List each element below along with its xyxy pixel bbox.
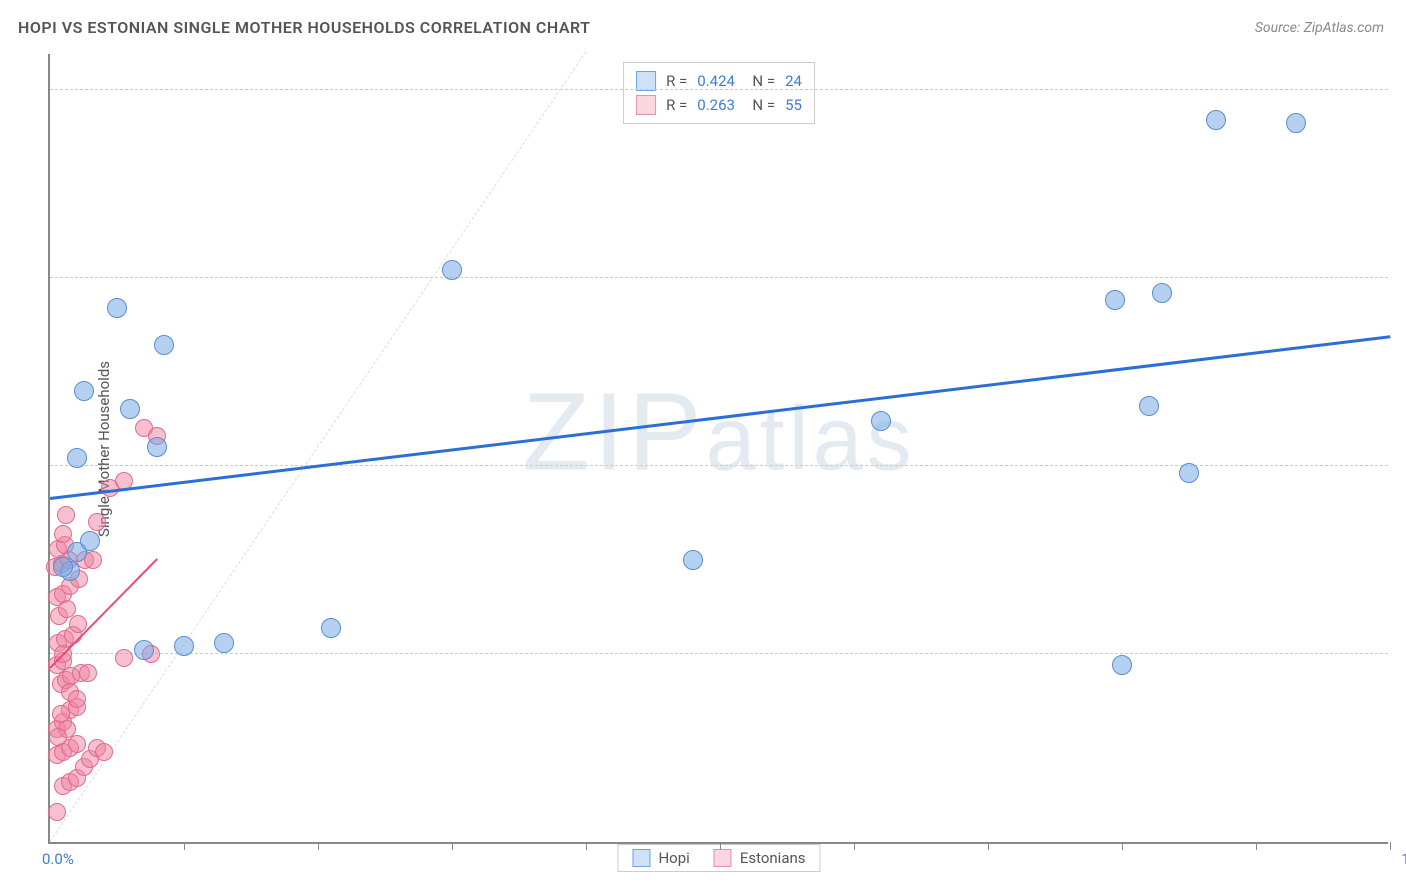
x-tick (1122, 842, 1123, 850)
scatter-point-hopi (683, 550, 703, 570)
scatter-point-hopi (53, 557, 73, 577)
gridline-h (50, 89, 1388, 90)
chart-title: HOPI VS ESTONIAN SINGLE MOTHER HOUSEHOLD… (18, 18, 591, 37)
scatter-point-estonians (68, 735, 86, 753)
x-tick (1256, 842, 1257, 850)
legend-item-estonians: Estonians (714, 849, 806, 867)
scatter-point-estonians (88, 513, 106, 531)
scatter-point-hopi (67, 448, 87, 468)
x-tick (318, 842, 319, 850)
legend-item-hopi: Hopi (632, 849, 689, 867)
scatter-point-hopi (1152, 283, 1172, 303)
scatter-point-hopi (1179, 463, 1199, 483)
estonians-r-value: 0.263 (697, 96, 735, 114)
scatter-point-estonians (54, 525, 72, 543)
x-axis-min-label: 0.0% (42, 850, 74, 868)
legend-swatch-estonians-icon (714, 849, 732, 867)
scatter-point-hopi (871, 411, 891, 431)
x-tick (720, 842, 721, 850)
scatter-point-estonians (95, 743, 113, 761)
scatter-point-hopi (1206, 110, 1226, 130)
x-tick (1390, 842, 1391, 850)
legend-swatch-estonians (636, 95, 656, 115)
plot-container: Single Mother Households ZIPatlas R = 0.… (48, 54, 1388, 844)
scatter-point-estonians (48, 803, 66, 821)
scatter-point-hopi (174, 636, 194, 656)
x-tick (988, 842, 989, 850)
scatter-point-estonians (57, 506, 75, 524)
diagonal-guide (50, 51, 587, 842)
legend-label-hopi: Hopi (658, 849, 689, 867)
scatter-point-hopi (442, 260, 462, 280)
scatter-point-estonians (115, 649, 133, 667)
scatter-point-hopi (1286, 113, 1306, 133)
x-tick (854, 842, 855, 850)
scatter-point-hopi (80, 531, 100, 551)
x-tick (586, 842, 587, 850)
x-tick (184, 842, 185, 850)
scatter-point-hopi (1112, 655, 1132, 675)
scatter-point-hopi (134, 640, 154, 660)
scatter-point-hopi (147, 437, 167, 457)
scatter-point-hopi (321, 618, 341, 638)
x-axis-max-label: 100.0% (1401, 850, 1406, 868)
scatter-point-estonians (68, 690, 86, 708)
x-tick (452, 842, 453, 850)
scatter-point-hopi (1139, 396, 1159, 416)
hopi-r-value: 0.424 (697, 72, 735, 90)
legend-swatch-hopi-icon (632, 849, 650, 867)
legend-label-estonians: Estonians (740, 849, 806, 867)
hopi-n-value: 24 (785, 72, 802, 90)
source-attribution: Source: ZipAtlas.com (1255, 20, 1384, 36)
gridline-h (50, 277, 1388, 278)
gridline-h (50, 653, 1388, 654)
estonians-n-value: 55 (785, 96, 802, 114)
legend-row-estonians: R = 0.263 N = 55 (636, 93, 802, 117)
scatter-point-hopi (154, 335, 174, 355)
scatter-point-hopi (107, 298, 127, 318)
scatter-point-estonians (79, 664, 97, 682)
scatter-point-estonians (49, 728, 67, 746)
series-legend: Hopi Estonians (617, 844, 820, 872)
scatter-point-hopi (120, 399, 140, 419)
scatter-point-hopi (214, 633, 234, 653)
plot-area: ZIPatlas R = 0.424 N = 24 R = 0.263 N = … (48, 54, 1388, 844)
scatter-point-hopi (1105, 290, 1125, 310)
correlation-legend: R = 0.424 N = 24 R = 0.263 N = 55 (623, 62, 815, 124)
scatter-point-hopi (74, 381, 94, 401)
